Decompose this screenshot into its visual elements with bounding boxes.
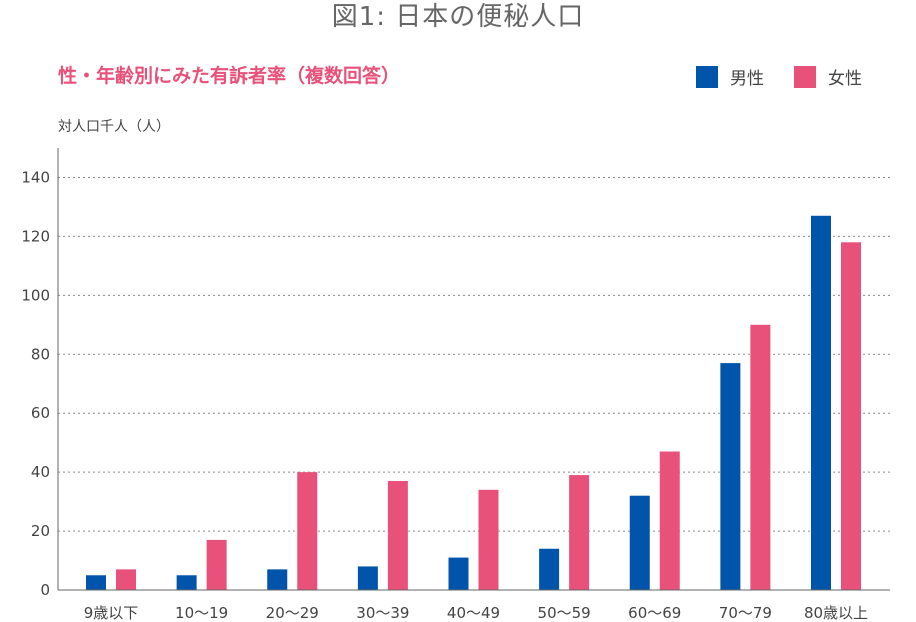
y-tick-label-100: 100 (21, 286, 50, 304)
bar-female-3 (387, 480, 408, 590)
bars-layer (86, 215, 861, 591)
x-tick-label-0: 9歳以下 (84, 604, 139, 622)
x-tick-label-8: 80歳以上 (804, 604, 868, 622)
y-tick-label-60: 60 (31, 404, 50, 422)
x-tick-label-7: 70〜79 (719, 604, 772, 622)
y-tick-label-120: 120 (21, 227, 50, 245)
bar-female-8 (841, 242, 861, 590)
bar-male-8 (811, 215, 831, 591)
y-axis-label: 対人口千人（人） (58, 119, 170, 135)
x-tick-label-6: 60〜69 (628, 604, 681, 622)
bar-female-5 (569, 475, 590, 590)
axis-layer: 0 20 40 60 80 100 120 140 9歳以下 10〜19 20〜29 30〜39 40〜… (21, 148, 890, 622)
x-tick-label-2: 20〜29 (266, 604, 319, 622)
bar-male-7 (720, 363, 741, 590)
legend-swatch-female (794, 65, 816, 88)
y-tick-label-140: 140 (21, 168, 50, 186)
y-tick-label-0: 0 (40, 581, 50, 599)
bar-male-2 (267, 569, 288, 590)
y-tick-label-20: 20 (31, 522, 50, 540)
grid-layer (58, 176, 890, 532)
legend: 男性 女性 (696, 64, 862, 89)
legend-item-male: 男性 (696, 64, 764, 89)
x-tick-label-3: 30〜39 (356, 604, 409, 622)
chart-subtitle: 性・年齢別にみた有訴者率（複数回答） (58, 65, 401, 87)
bar-male-1 (176, 575, 197, 590)
bar-male-0 (86, 575, 106, 590)
bar-male-3 (357, 566, 378, 590)
legend-label-female: 女性 (828, 69, 862, 89)
bar-female-0 (116, 569, 136, 590)
y-tick-label-80: 80 (31, 345, 50, 363)
legend-item-female: 女性 (794, 64, 862, 89)
page-title: 図1: 日本の便秘人口 (331, 2, 585, 32)
bar-female-6 (659, 451, 680, 590)
x-tick-label-4: 40〜49 (447, 604, 500, 622)
legend-label-male: 男性 (730, 69, 764, 89)
bar-male-5 (539, 548, 560, 590)
bar-male-4 (448, 557, 469, 590)
bar-male-6 (629, 495, 650, 590)
x-tick-label-5: 50〜59 (538, 604, 591, 622)
bar-female-7 (750, 324, 771, 590)
legend-swatch-male (696, 65, 718, 88)
bar-female-2 (297, 472, 318, 590)
bar-female-4 (478, 489, 499, 590)
y-tick-label-40: 40 (31, 463, 50, 481)
bar-female-1 (206, 539, 227, 590)
x-tick-label-1: 10〜19 (175, 604, 228, 622)
